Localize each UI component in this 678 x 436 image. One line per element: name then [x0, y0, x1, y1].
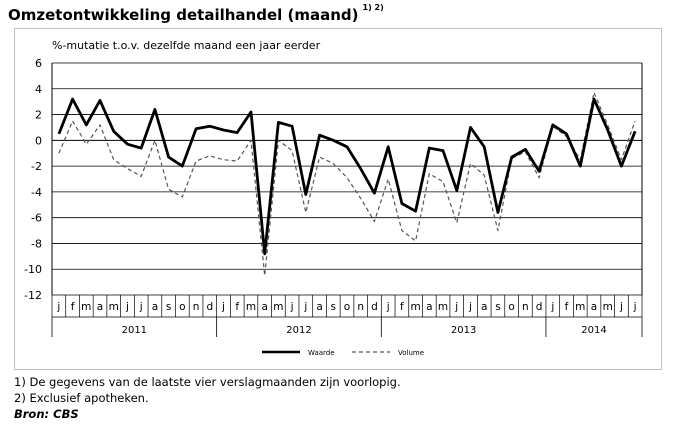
x-tick-label: m	[575, 301, 585, 313]
year-label: 2012	[286, 325, 311, 336]
x-tick-label: m	[109, 301, 119, 313]
chart-title: Omzetontwikkeling detailhandel (maand) 1)…	[8, 3, 384, 24]
x-tick-label: a	[316, 301, 322, 313]
x-tick-label: n	[357, 301, 364, 313]
x-tick-label: f	[400, 301, 404, 313]
y-tick-label: 0	[35, 134, 42, 147]
legend-label: Waarde	[308, 349, 335, 357]
x-tick-label: j	[550, 301, 554, 313]
x-tick-label: a	[481, 301, 487, 313]
x-tick-label: a	[426, 301, 432, 313]
x-tick-label: m	[438, 301, 448, 313]
x-tick-label: j	[386, 301, 390, 313]
y-axis-label: %-mutatie t.o.v. dezelfde maand een jaar…	[52, 39, 321, 52]
x-tick-label: a	[152, 301, 158, 313]
y-tick-label: -2	[31, 160, 42, 173]
x-tick-label: m	[246, 301, 256, 313]
footnotes: 1) De gegevens van de laatste vier versl…	[14, 374, 401, 422]
y-tick-label: -10	[24, 263, 42, 276]
x-tick-label: o	[344, 301, 350, 313]
year-label: 2014	[581, 325, 606, 336]
y-tick-label: 2	[35, 109, 42, 122]
y-tick-label: 6	[35, 57, 42, 70]
x-tick-label: o	[508, 301, 514, 313]
legend: Waarde Volume	[262, 349, 424, 357]
title-footnote-ref: 1) 2)	[362, 3, 384, 12]
x-tick-label: j	[633, 301, 637, 313]
chart-title-text: Omzetontwikkeling detailhandel (maand)	[8, 6, 359, 24]
x-tick-label: a	[97, 301, 103, 313]
x-tick-label: f	[565, 301, 569, 313]
series-line-waarde	[57, 97, 637, 256]
footnote-2: 2) Exclusief apotheken.	[14, 391, 149, 405]
source-label: Bron: CBS	[14, 407, 79, 421]
x-tick-label: m	[603, 301, 613, 313]
x-tick-label: d	[371, 301, 378, 313]
x-tick-label: s	[495, 301, 500, 313]
x-tick-label: j	[454, 301, 458, 313]
year-label: 2011	[122, 325, 147, 336]
x-tick-label: n	[193, 301, 200, 313]
x-tick-label: m	[410, 301, 420, 313]
x-tick-label: n	[522, 301, 529, 313]
x-tick-label: j	[290, 301, 294, 313]
line-chart: %-mutatie t.o.v. dezelfde maand een jaar…	[24, 39, 643, 357]
x-tick-label: m	[81, 301, 91, 313]
y-tick-labels: 6 4 2 0 -2 -4 -6 -8 -10 -12	[24, 57, 42, 302]
x-tick-label: j	[125, 301, 129, 313]
x-tick-label: j	[139, 301, 143, 313]
x-tick-label: f	[71, 301, 75, 313]
y-tick-label: -4	[31, 186, 42, 199]
x-tick-label: d	[206, 301, 213, 313]
x-tick-label: a	[591, 301, 597, 313]
footnote-1: 1) De gegevens van de laatste vier versl…	[14, 375, 401, 389]
x-tick-label: d	[536, 301, 543, 313]
y-tick-label: -8	[31, 237, 42, 250]
y-tick-label: 4	[35, 83, 42, 96]
x-tick-label: s	[166, 301, 171, 313]
x-tick-label: j	[468, 301, 472, 313]
x-tick-label: j	[303, 301, 307, 313]
x-tick-label: m	[273, 301, 283, 313]
x-tick-label: j	[56, 301, 60, 313]
x-tick-label: a	[261, 301, 267, 313]
series-group	[57, 91, 637, 277]
x-tick-label: f	[235, 301, 239, 313]
grid-lines	[51, 62, 643, 296]
x-tick-label: j	[619, 301, 623, 313]
x-tick-label: s	[331, 301, 336, 313]
x-tick-label: j	[221, 301, 225, 313]
x-tick-label: o	[179, 301, 185, 313]
series-line-volume	[58, 91, 636, 277]
legend-label: Volume	[398, 349, 424, 357]
y-tick-label: -12	[24, 289, 42, 302]
y-tick-label: -6	[31, 212, 42, 225]
year-label: 2013	[451, 325, 476, 336]
chart-panel	[14, 28, 662, 370]
